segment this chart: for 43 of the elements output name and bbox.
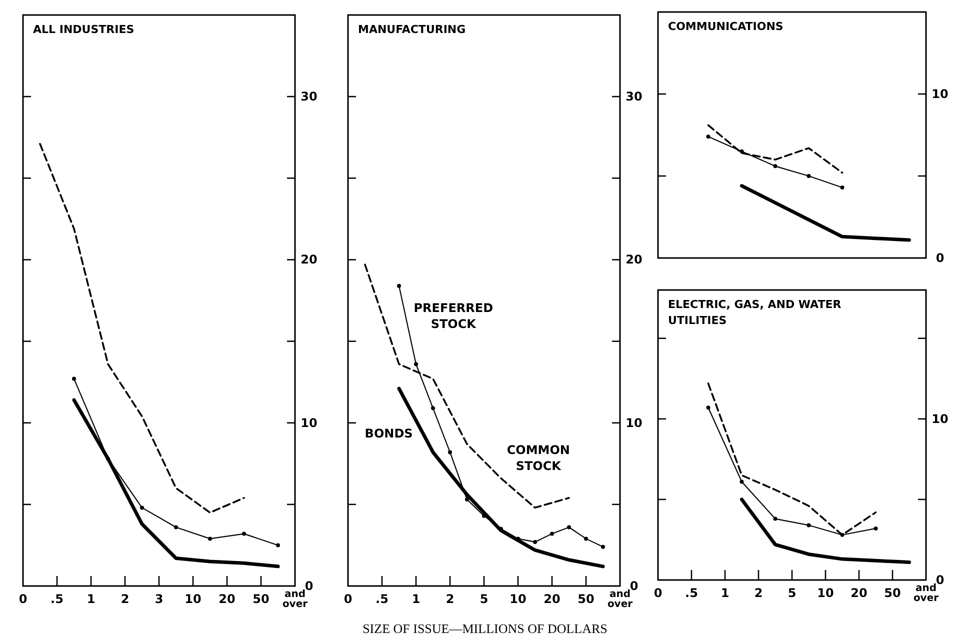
x-axis-title: SIZE OF ISSUE—MILLIONS OF DOLLARS — [362, 621, 608, 636]
x-tick-label: 0 — [18, 592, 28, 606]
x-tick-label: 10 — [184, 592, 202, 606]
x-tick-label: 10 — [817, 586, 834, 600]
x-tick-label: 1 — [720, 586, 730, 600]
y-tick-label: 30 — [300, 90, 318, 104]
x-tick-label: 1 — [86, 592, 96, 606]
x-tick-label: 5 — [480, 592, 488, 606]
y-tick-label: 30 — [626, 90, 642, 104]
x-tick-label: 5 — [788, 586, 796, 600]
y-tick-label: 10 — [300, 416, 318, 430]
y-tick-label: 10 — [626, 416, 642, 430]
x-tick-label: 50 — [252, 592, 270, 606]
y-tick-label: 0 — [936, 251, 944, 265]
x-tick-label: 2 — [754, 586, 763, 600]
y-tick-label: 10 — [932, 412, 948, 426]
series-label: COMMON STOCK — [506, 442, 570, 473]
y-tick-label: 20 — [626, 252, 642, 267]
x-tick-label: 50 — [884, 586, 901, 600]
x-tick-label: .5 — [50, 592, 64, 606]
text: ALL INDUSTRIES — [33, 23, 134, 36]
x-tick-label: 0 — [344, 592, 352, 606]
x-tick-label: .5 — [376, 592, 388, 606]
text: MANUFACTURING — [358, 23, 466, 36]
y-tick-label: 10 — [932, 87, 948, 101]
y-tick-label: 20 — [300, 252, 318, 267]
x-tick-label: 20 — [850, 586, 868, 600]
x-tick-label: 50 — [578, 592, 594, 606]
series-label: BONDS — [364, 426, 413, 441]
text: COMMUNICATIONS — [668, 20, 784, 33]
x-tick-label: 3 — [154, 592, 164, 606]
x-tick-label: 2 — [446, 592, 454, 606]
x-tick-label: 20 — [544, 592, 560, 606]
x-tick-label: 20 — [218, 592, 236, 606]
x-tick-label: .5 — [685, 586, 698, 600]
text: ELECTRIC, GAS, AND WATER UTILITIES — [668, 298, 842, 327]
x-tick-label: 2 — [120, 592, 130, 606]
x-tick-label: 10 — [510, 592, 526, 606]
x-tick-label: and over — [607, 589, 633, 610]
x-tick-label: and over — [282, 589, 308, 610]
x-tick-label: 0 — [654, 586, 662, 600]
x-tick-label: 1 — [412, 592, 420, 606]
series-label: PREFERRED STOCK — [414, 300, 494, 331]
